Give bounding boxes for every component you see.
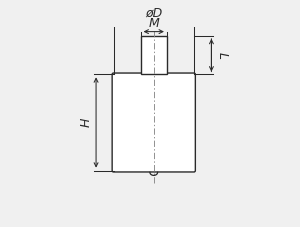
Text: M: M: [148, 17, 159, 30]
Text: L: L: [215, 52, 228, 59]
FancyBboxPatch shape: [112, 73, 195, 172]
Bar: [141, 36, 167, 74]
Text: øD: øD: [145, 7, 162, 20]
Text: H: H: [79, 118, 92, 127]
